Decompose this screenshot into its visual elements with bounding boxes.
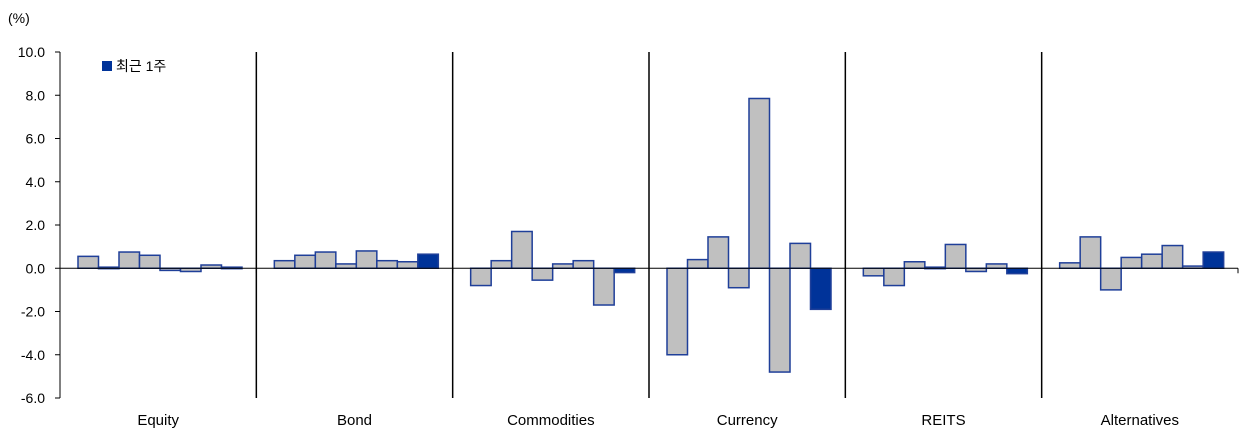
bar	[469, 267, 492, 287]
bar	[376, 259, 399, 269]
bar	[686, 258, 709, 270]
y-tick-label: -6.0	[21, 390, 45, 406]
bar	[510, 230, 533, 270]
x-category-label: Alternatives	[1101, 412, 1179, 429]
y-tick-label: 10.0	[18, 44, 45, 60]
bar	[727, 267, 750, 289]
y-tick-label: -4.0	[21, 347, 45, 363]
bar	[118, 251, 141, 269]
x-axis-labels: Equity Bond Commodities Currency REITS Altern…	[137, 412, 1179, 429]
x-category-label: Currency	[717, 412, 778, 429]
bar	[883, 267, 906, 287]
bar	[1140, 253, 1163, 270]
bar-latest-week	[1006, 267, 1029, 275]
bar	[572, 259, 595, 269]
bar	[77, 255, 100, 270]
legend-swatch	[102, 61, 112, 71]
bar	[707, 236, 730, 270]
bar	[490, 259, 513, 269]
bar-latest-week	[1202, 251, 1225, 269]
bar	[335, 263, 358, 269]
x-category-label: Equity	[137, 412, 179, 429]
bar	[551, 263, 574, 269]
bar	[314, 251, 337, 269]
bar	[666, 267, 689, 356]
bar	[294, 254, 317, 269]
legend: 최근 1주	[102, 58, 166, 74]
bar	[985, 263, 1008, 269]
bar	[789, 242, 812, 270]
bar	[944, 243, 967, 269]
bar	[396, 261, 419, 270]
bar	[862, 267, 885, 277]
bar	[355, 250, 378, 269]
y-unit-label: (%)	[8, 10, 30, 26]
y-tick-label: 4.0	[26, 174, 46, 190]
group-separators	[255, 52, 1043, 398]
bar-latest-week	[417, 253, 440, 270]
bar	[138, 254, 161, 269]
y-tick-label: 8.0	[26, 87, 46, 103]
y-axis: 10.0 8.0 6.0 4.0 2.0 0.0 -2.0 -4.0 -6.0	[18, 44, 61, 406]
y-tick-label: 6.0	[26, 131, 46, 147]
bar-latest-week	[613, 267, 636, 274]
bar	[1058, 262, 1081, 269]
y-tick-label: 0.0	[26, 260, 46, 276]
x-category-label: REITS	[921, 412, 965, 429]
bar	[1099, 267, 1122, 291]
bar-latest-week	[809, 267, 832, 311]
bar	[903, 261, 926, 270]
bar	[531, 267, 554, 281]
bar	[592, 267, 615, 306]
bar	[1161, 244, 1184, 269]
y-tick-label: 2.0	[26, 217, 46, 233]
bar	[768, 267, 791, 373]
y-tick-label: -2.0	[21, 304, 45, 320]
legend-label: 최근 1주	[116, 58, 166, 74]
x-category-label: Commodities	[507, 412, 595, 429]
bar	[1079, 236, 1102, 270]
bar	[273, 259, 296, 269]
bars	[59, 97, 1239, 373]
x-category-label: Bond	[337, 412, 372, 429]
bar	[1120, 256, 1143, 269]
bar	[748, 97, 771, 270]
